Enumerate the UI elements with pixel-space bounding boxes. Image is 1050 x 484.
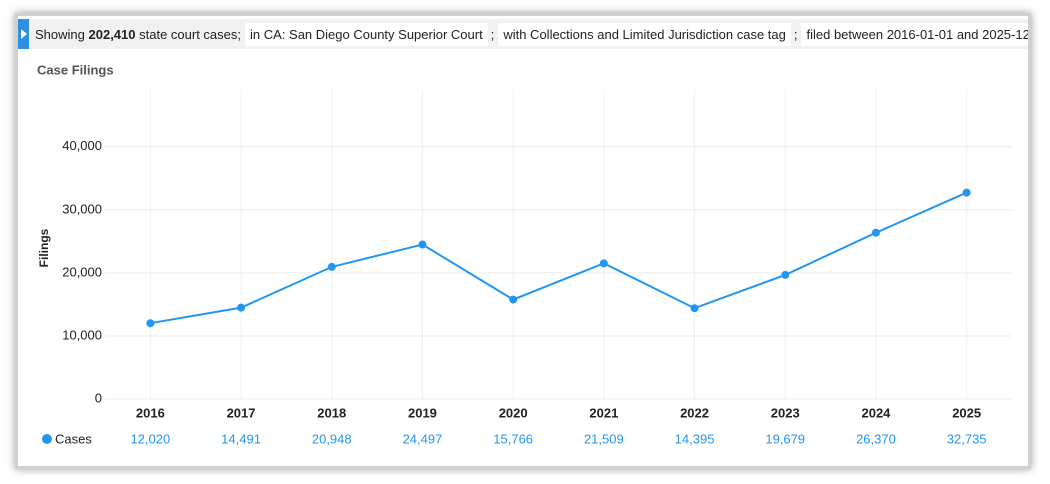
point xyxy=(237,303,246,312)
value-label: 26,370 xyxy=(856,431,896,446)
value-label: 15,766 xyxy=(493,431,533,446)
y-tick-label: 20,000 xyxy=(62,264,102,279)
line xyxy=(150,191,968,325)
x-tick-label: 2017 xyxy=(227,405,256,420)
point xyxy=(871,228,880,237)
filter-separator: ; xyxy=(793,26,798,42)
legend-label: Cases xyxy=(55,431,92,446)
x-tick-label: 2023 xyxy=(771,405,800,420)
x-tick-label: 2020 xyxy=(499,405,528,420)
x-tick-label: 2021 xyxy=(589,405,618,420)
value-label: 20,948 xyxy=(312,431,352,446)
filter-count: 202,410 xyxy=(88,26,136,42)
x-tick-label: 2016 xyxy=(136,405,165,420)
panel: Showing 202,410 state court cases; in CA… xyxy=(18,16,1028,466)
value-label: 19,679 xyxy=(765,431,805,446)
value-label: 14,491 xyxy=(221,431,261,446)
y-tick-label: 10,000 xyxy=(62,327,102,342)
filter-chip[interactable]: in CA: San Diego County Superior Court xyxy=(245,22,488,46)
x-tick-label: 2018 xyxy=(317,405,346,420)
toggle[interactable] xyxy=(18,19,29,49)
filter-separator: ; xyxy=(490,26,495,42)
value-label: 24,497 xyxy=(403,431,443,446)
point xyxy=(327,262,336,271)
x-tick-label: 2022 xyxy=(680,405,709,420)
point xyxy=(509,295,518,304)
x-tick-label: 2024 xyxy=(861,405,891,420)
filter-suffix: state court cases; xyxy=(139,26,242,42)
x-tick-label: 2019 xyxy=(408,405,437,420)
legend-marker xyxy=(42,434,52,444)
value-label: 12,020 xyxy=(130,431,170,446)
filter-chip[interactable]: filed between 2016-01-01 and 2025-12-31 xyxy=(801,22,1028,46)
filter-bar: Showing 202,410 state court cases; in CA… xyxy=(18,19,1028,49)
point xyxy=(418,240,427,249)
chart: Case Filings Filings 0 10,000 20,000 30,000… xyxy=(37,62,1012,446)
value-label: 14,395 xyxy=(675,431,715,446)
value-label: 32,735 xyxy=(947,431,987,446)
y-axis-label: Filings xyxy=(37,228,51,267)
y-tick-label: 40,000 xyxy=(62,138,102,153)
filter-prefix: Showing xyxy=(35,26,85,42)
value-label: 21,509 xyxy=(584,431,624,446)
y-tick-label: 30,000 xyxy=(62,201,102,216)
chart-title: Case Filings xyxy=(37,62,114,77)
point xyxy=(962,188,971,197)
point xyxy=(146,319,155,328)
point xyxy=(690,304,699,313)
x-tick-label: 2025 xyxy=(952,405,981,420)
point xyxy=(781,270,790,279)
point xyxy=(599,259,608,268)
filter-chip[interactable]: with Collections and Limited Jurisdictio… xyxy=(498,22,791,46)
y-tick-label: 0 xyxy=(95,390,102,405)
